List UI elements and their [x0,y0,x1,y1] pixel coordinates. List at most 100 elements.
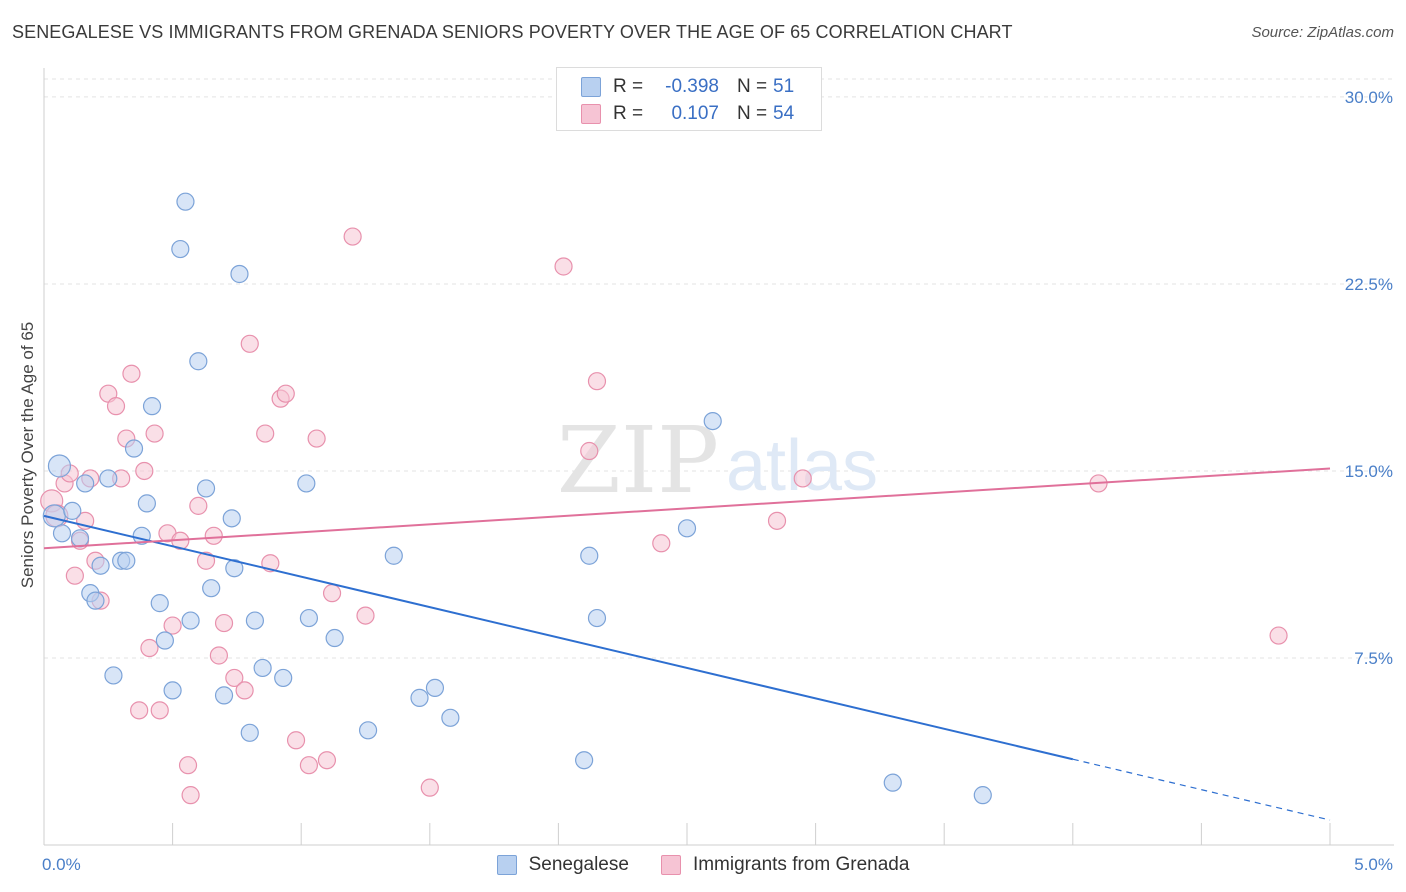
senegalese-point [86,591,105,610]
y-tick-label: 22.5% [1345,275,1393,294]
grenada-point [240,334,259,353]
senegalese-point [358,721,378,740]
watermark-atlas: atlas [726,426,878,506]
senegalese-point [297,474,316,493]
grenada-point [767,511,787,530]
watermark: ZIP atlas [557,407,878,514]
watermark-zip: ZIP [557,407,719,514]
grenada-point [276,384,295,403]
grenada-point [235,681,254,700]
grenada-point [307,429,326,448]
gridlines [44,78,1394,659]
senegalese-point [196,479,216,498]
senegalese-point [222,509,241,528]
senegalese-point [253,658,272,678]
grenada-point [196,551,216,570]
axes [43,68,1394,846]
senegalese-point [104,666,123,685]
senegalese-point [575,751,594,770]
grenada-point [163,616,182,635]
legend-label-senegalese: Senegalese [528,854,629,875]
senegalese-point [99,469,118,488]
senegalese-point [70,529,90,548]
grenada-point [1269,626,1288,645]
x-tick-label: 5.0% [1354,855,1393,874]
legend-r-label: R = [613,103,644,124]
grenada-point [178,756,198,775]
senegalese-trend-extension [1072,758,1331,821]
source-label: Source: ZipAtlas.com [1251,24,1394,41]
legend-n-label: N = [737,76,768,97]
grenada-point [793,469,812,488]
grenada-point [587,372,607,391]
senegalese-point [587,608,607,628]
senegalese-point [677,519,697,538]
grenada-point [150,701,169,720]
x-tick-label: 0.0% [42,855,81,874]
senegalese-point [441,708,460,727]
grenada-point [256,424,275,443]
grenada-point [106,397,126,416]
grenada-point [204,526,223,545]
senegalese-point [883,773,902,792]
legend-item-grenada[interactable]: Immigrants from Grenada [660,854,910,876]
senegalese-point [425,678,445,698]
senegalese-point [202,579,221,598]
legend-row-grenada: R = 0.107 N = 54 [581,102,794,126]
senegalese-point [52,524,72,543]
senegalese-point [137,494,156,513]
senegalese-point [973,786,992,805]
legend-swatch-grenada [581,104,601,124]
series-senegalese-points [42,192,992,805]
legend-r-value: 0.107 [671,103,719,124]
legend-swatch-senegalese [496,855,517,875]
senegalese-point [225,559,244,578]
grenada-point [554,257,573,276]
senegalese-point [703,411,722,431]
senegalese-point [274,668,293,688]
legend-r-label: R = [613,76,644,97]
grenada-point [299,756,319,775]
grenada-point [286,731,306,750]
grenada-point [225,668,244,688]
grenada-trend-line [43,467,1331,550]
trend-lines [43,467,1331,821]
legend-row-senegalese: R = -0.398 N = 51 [581,75,794,99]
senegalese-point [240,723,259,742]
senegalese-point [181,611,200,630]
senegalese-point [410,688,429,707]
grenada-point [209,646,228,665]
legend-r-value: -0.398 [665,76,719,97]
senegalese-point [580,546,599,565]
senegalese-point [117,551,136,570]
legend-item-senegalese[interactable]: Senegalese [496,854,629,876]
legend-swatch-senegalese [581,77,601,97]
senegalese-point [214,686,234,705]
grenada-point [580,441,599,461]
legend-label-grenada: Immigrants from Grenada [692,854,910,875]
series-legend: Senegalese Immigrants from Grenada [0,852,1406,878]
senegalese-point [325,628,344,648]
grenada-point [145,424,164,443]
senegalese-point [142,397,162,416]
senegalese-point [63,501,82,520]
grenada-point [181,786,200,805]
senegalese-trend-line [43,514,1074,761]
senegalese-point [150,594,169,613]
grenada-point [130,701,149,720]
senegalese-point [76,474,95,493]
grenada-point [122,364,141,383]
y-tick-label: 15.0% [1345,462,1393,481]
y-tick-label: 7.5% [1354,649,1393,668]
senegalese-point [47,454,72,478]
senegalese-point [245,611,265,630]
grenada-point [420,778,439,797]
senegalese-point [176,192,195,211]
grenada-point [652,534,671,553]
grenada-point [322,584,342,603]
grenada-point [189,496,208,515]
senegalese-point [171,239,190,259]
grenada-point [140,638,159,658]
grenada-point [65,566,84,585]
